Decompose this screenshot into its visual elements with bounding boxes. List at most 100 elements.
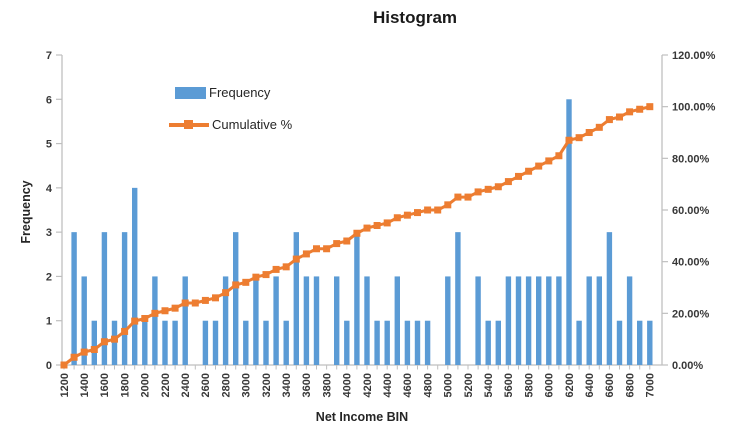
frequency-bar bbox=[354, 232, 360, 365]
cumulative-marker bbox=[292, 255, 300, 263]
x-axis-tick-label: 6200 bbox=[564, 373, 576, 397]
frequency-bar bbox=[81, 276, 87, 365]
cumulative-marker bbox=[565, 136, 573, 144]
frequency-bar bbox=[202, 320, 209, 365]
x-axis-tick-label: 2200 bbox=[160, 373, 172, 397]
frequency-bar bbox=[71, 232, 77, 365]
frequency-bar bbox=[424, 320, 431, 365]
cumulative-marker bbox=[282, 263, 290, 271]
cumulative-marker bbox=[414, 209, 421, 217]
frequency-bar bbox=[445, 276, 451, 365]
frequency-bar bbox=[182, 276, 188, 365]
x-axis-tick-label: 2000 bbox=[140, 373, 152, 397]
frequency-bar bbox=[303, 276, 310, 365]
x-axis-tick-label: 5800 bbox=[523, 373, 535, 397]
frequency-bar bbox=[525, 276, 532, 365]
cumulative-marker bbox=[212, 294, 219, 302]
x-axis-tick-label: 5600 bbox=[503, 373, 515, 397]
x-axis-tick-label: 6600 bbox=[604, 373, 616, 397]
x-axis-tick-label: 3600 bbox=[301, 373, 313, 397]
cumulative-marker bbox=[111, 335, 118, 343]
cumulative-marker bbox=[201, 296, 209, 304]
x-axis-tick-label: 5000 bbox=[443, 373, 455, 397]
x-axis-tick-label: 3200 bbox=[261, 373, 273, 397]
cumulative-marker bbox=[504, 178, 512, 186]
frequency-bar bbox=[263, 320, 269, 365]
x-axis-tick-label: 7000 bbox=[645, 373, 657, 397]
x-axis-tick-label: 1600 bbox=[99, 373, 111, 397]
cumulative-marker bbox=[222, 289, 230, 297]
cumulative-marker bbox=[535, 162, 543, 170]
cumulative-marker bbox=[242, 278, 250, 286]
frequency-bar bbox=[101, 232, 108, 365]
cumulative-marker bbox=[252, 273, 260, 281]
x-axis-tick-label: 4800 bbox=[422, 373, 434, 397]
cumulative-marker bbox=[363, 224, 371, 232]
cumulative-marker bbox=[636, 105, 644, 113]
frequency-bar bbox=[172, 320, 178, 365]
cumulative-marker bbox=[484, 185, 492, 193]
cumulative-marker bbox=[393, 214, 401, 222]
frequency-bar bbox=[364, 276, 370, 365]
cumulative-marker bbox=[474, 188, 482, 196]
left-axis-tick-label: 1 bbox=[46, 316, 52, 328]
frequency-bar bbox=[505, 276, 512, 365]
x-axis-tick-label: 4200 bbox=[362, 373, 374, 397]
frequency-bar bbox=[243, 320, 249, 365]
frequency-bar bbox=[637, 320, 643, 365]
cumulative-marker bbox=[646, 103, 654, 111]
cumulative-marker bbox=[60, 361, 68, 369]
x-axis-tick-label: 1800 bbox=[119, 373, 131, 397]
cumulative-marker bbox=[515, 172, 522, 180]
x-axis-tick-label: 1200 bbox=[59, 373, 71, 397]
frequency-bar bbox=[475, 276, 481, 365]
frequency-bar bbox=[91, 320, 97, 365]
frequency-swatch-icon bbox=[175, 86, 206, 99]
cumulative-marker bbox=[525, 167, 533, 175]
cumulative-marker bbox=[131, 317, 139, 325]
frequency-bar bbox=[606, 232, 613, 365]
x-axis-tick-label: 6800 bbox=[624, 373, 636, 397]
frequency-bar bbox=[162, 320, 168, 365]
frequency-bar bbox=[566, 99, 572, 366]
x-axis-tick-label: 3800 bbox=[321, 373, 333, 397]
cumulative-marker bbox=[90, 346, 98, 353]
left-axis-tick-label: 7 bbox=[46, 50, 52, 62]
x-axis-tick-label: 5400 bbox=[483, 373, 495, 397]
cumulative-marker bbox=[80, 348, 88, 356]
legend-item-frequency: Frequency bbox=[175, 85, 270, 100]
x-axis-tick-label: 2400 bbox=[180, 373, 192, 397]
left-axis-tick-label: 6 bbox=[46, 94, 52, 106]
cumulative-marker bbox=[434, 206, 442, 214]
frequency-bar bbox=[121, 232, 128, 365]
cumulative-marker bbox=[333, 240, 341, 248]
x-axis-tick-label: 3000 bbox=[241, 373, 253, 397]
frequency-bar bbox=[596, 276, 602, 365]
cumulative-marker bbox=[373, 222, 381, 229]
legend-item-cumulative: Cumulative % bbox=[169, 117, 292, 132]
cumulative-line-icon bbox=[169, 118, 209, 132]
right-axis-tick-label: 100.00% bbox=[672, 102, 716, 114]
cumulative-marker bbox=[161, 307, 169, 315]
cumulative-marker bbox=[121, 327, 129, 335]
cumulative-marker bbox=[232, 281, 240, 289]
left-axis-tick-label: 0 bbox=[46, 360, 52, 372]
right-axis-tick-label: 80.00% bbox=[672, 153, 710, 165]
frequency-bar bbox=[293, 232, 299, 365]
cumulative-marker bbox=[494, 183, 502, 191]
cumulative-marker bbox=[585, 129, 593, 136]
cumulative-marker bbox=[181, 299, 189, 307]
cumulative-marker bbox=[454, 193, 462, 201]
right-axis-tick-label: 20.00% bbox=[672, 308, 710, 320]
x-axis-tick-label: 2800 bbox=[220, 373, 232, 397]
frequency-bar bbox=[515, 276, 522, 365]
frequency-bar bbox=[536, 276, 542, 365]
cumulative-marker bbox=[191, 299, 199, 307]
left-axis-tick-label: 2 bbox=[46, 271, 52, 283]
frequency-bar bbox=[495, 320, 501, 365]
x-axis-tick-label: 3400 bbox=[281, 373, 293, 397]
cumulative-marker bbox=[555, 152, 563, 160]
x-axis-tick-label: 1400 bbox=[79, 373, 91, 397]
